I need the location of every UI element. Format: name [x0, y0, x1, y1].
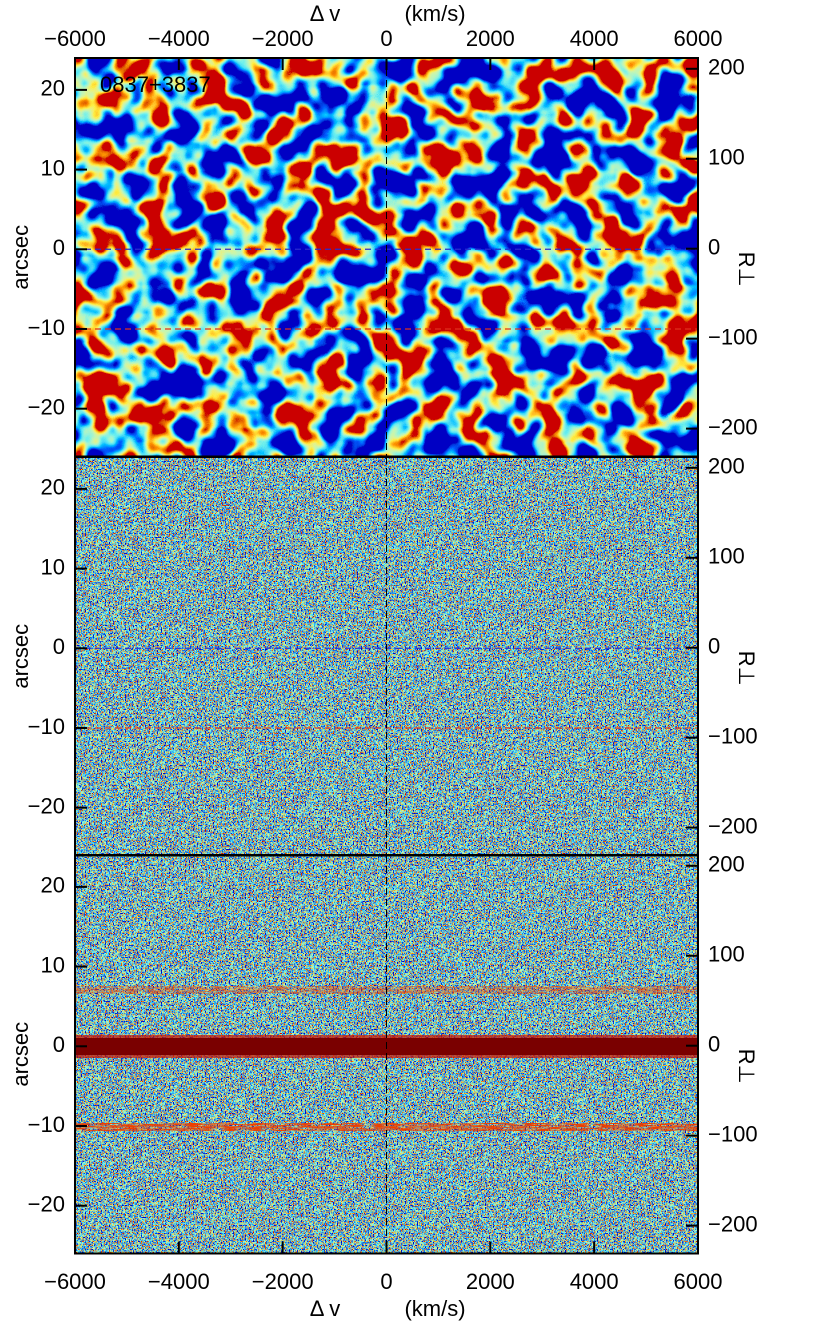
y-tick-label: −20 [28, 793, 65, 818]
y-tick-label: 10 [41, 554, 65, 579]
y-tick-label: 20 [41, 873, 65, 898]
y2-tick-label: 200 [708, 454, 745, 479]
x-tick-label: −4000 [148, 26, 210, 51]
y-axis-label: arcsec [8, 624, 33, 689]
x-tick-label: 0 [380, 26, 392, 51]
x-axis-label: (km/s) [404, 1, 465, 26]
x-tick-label: −6000 [44, 26, 106, 51]
y2-tick-label: −200 [708, 1211, 758, 1236]
y2-tick-label: 100 [708, 544, 745, 569]
y2-tick-label: 0 [708, 634, 720, 659]
red-streak [75, 1123, 698, 1131]
y2-tick-label: −100 [708, 723, 758, 748]
y2-axis-label: R⊥ [734, 651, 759, 686]
y2-tick-label: 100 [708, 942, 745, 967]
x-tick-label: 4000 [570, 26, 619, 51]
y2-axis-label: R⊥ [734, 252, 759, 287]
y2-tick-label: −100 [708, 324, 758, 349]
y2-tick-label: 200 [708, 55, 745, 80]
x-tick-label: 2000 [466, 1269, 515, 1294]
x-axis-label: (km/s) [404, 1296, 465, 1321]
y2-tick-label: 100 [708, 145, 745, 170]
y2-tick-label: 200 [708, 852, 745, 877]
y2-tick-label: −100 [708, 1121, 758, 1146]
y-tick-label: −10 [28, 714, 65, 739]
x-axis-label: Δ v [310, 1, 341, 26]
y-tick-label: −20 [28, 394, 65, 419]
y-tick-label: 20 [41, 475, 65, 500]
y2-tick-label: −200 [708, 414, 758, 439]
x-tick-label: 6000 [674, 1269, 723, 1294]
y-axis-label: arcsec [8, 1022, 33, 1087]
y2-tick-label: 0 [708, 235, 720, 260]
x-tick-label: −2000 [252, 26, 314, 51]
y2-tick-label: 0 [708, 1032, 720, 1057]
y-tick-label: 0 [53, 1032, 65, 1057]
y-tick-label: 0 [53, 634, 65, 659]
panel-annotation: 0837+3837 [100, 72, 211, 97]
y-tick-label: 20 [41, 76, 65, 101]
y-axis-label: arcsec [8, 225, 33, 290]
x-tick-label: −4000 [148, 1269, 210, 1294]
y2-axis-label: R⊥ [734, 1049, 759, 1084]
y-tick-label: −20 [28, 1191, 65, 1216]
x-axis-label: Δ v [310, 1296, 341, 1321]
x-tick-label: −2000 [252, 1269, 314, 1294]
y-tick-label: −10 [28, 315, 65, 340]
y-tick-label: −10 [28, 1112, 65, 1137]
y2-tick-label: −200 [708, 813, 758, 838]
y-tick-label: 10 [41, 155, 65, 180]
y-tick-label: 10 [41, 952, 65, 977]
x-tick-label: 4000 [570, 1269, 619, 1294]
x-tick-label: −6000 [44, 1269, 106, 1294]
x-tick-label: 6000 [674, 26, 723, 51]
x-tick-label: 0 [380, 1269, 392, 1294]
y-tick-label: 0 [53, 235, 65, 260]
x-tick-label: 2000 [466, 26, 515, 51]
